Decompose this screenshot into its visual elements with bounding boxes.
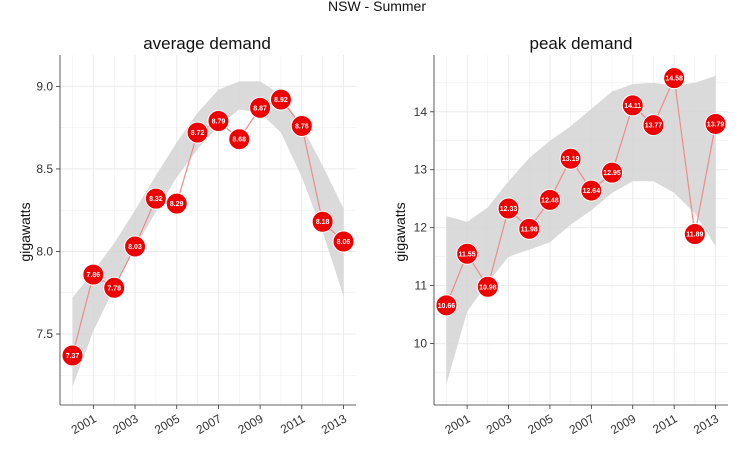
- y-tick-label: 8.5: [36, 162, 53, 176]
- x-tick-label: 2007: [567, 411, 597, 437]
- x-tick-label: 2001: [69, 411, 99, 437]
- data-point: [435, 294, 458, 317]
- data-point: [497, 197, 520, 220]
- data-point: [186, 121, 209, 144]
- data-label: 11.89: [686, 232, 703, 239]
- data-label: 14.58: [665, 76, 683, 83]
- data-label: 12.64: [583, 188, 601, 195]
- data-point: [663, 67, 686, 90]
- x-tick-label: 2003: [110, 411, 140, 437]
- data-label: 13.77: [645, 123, 663, 130]
- data-point: [269, 88, 292, 111]
- y-axis-label: gigawatts: [392, 202, 408, 261]
- data-label: 8.79: [212, 119, 226, 126]
- y-tick-label: 14: [414, 105, 428, 119]
- x-tick-label: 2011: [650, 411, 680, 436]
- data-point: [601, 161, 624, 184]
- x-tick-label: 2011: [278, 411, 308, 436]
- data-label: 11.98: [521, 226, 538, 233]
- y-tick-label: 9.0: [36, 79, 53, 93]
- data-label: 8.32: [149, 196, 163, 203]
- data-label: 8.72: [191, 130, 205, 137]
- data-point: [103, 276, 126, 299]
- data-label: 13.19: [562, 156, 580, 163]
- chart-title: average demand: [143, 34, 271, 53]
- data-label: 7.37: [66, 353, 80, 360]
- data-label: 8.92: [274, 97, 288, 104]
- peak-demand-panel: peak demand gigawatts 10.66 11.55 10.98 12.…: [392, 34, 728, 437]
- chart-title: peak demand: [529, 34, 632, 53]
- data-label: 12.95: [603, 170, 621, 177]
- data-point: [61, 344, 84, 367]
- y-axis-label: gigawatts: [17, 202, 33, 261]
- data-point: [290, 114, 313, 137]
- y-tick-label: 8.0: [36, 244, 53, 258]
- x-tick-label: 2013: [319, 411, 349, 437]
- data-label: 11.55: [459, 251, 476, 258]
- y-tick-label: 11: [415, 279, 428, 293]
- y-tick-label: 12: [414, 221, 428, 235]
- data-label: 8.87: [253, 105, 267, 112]
- data-point: [704, 112, 727, 135]
- x-tick-label: 2009: [608, 411, 638, 437]
- data-label: 7.78: [107, 285, 121, 292]
- data-label: 8.29: [170, 201, 184, 208]
- data-label: 14.11: [624, 103, 641, 110]
- average-demand-panel: average demand gigawatts 7.37 7.86 7.78 8.0…: [17, 34, 356, 437]
- x-tick-label: 2007: [194, 411, 224, 437]
- data-point: [642, 114, 665, 137]
- data-point: [621, 94, 644, 117]
- data-label: 8.18: [316, 219, 330, 226]
- data-point: [207, 110, 230, 133]
- data-point: [559, 147, 582, 170]
- data-label: 12.48: [541, 197, 559, 204]
- data-point: [683, 223, 706, 246]
- data-label: 7.86: [87, 272, 101, 279]
- data-point: [456, 242, 479, 265]
- data-point: [228, 128, 251, 151]
- x-tick-label: 2013: [691, 411, 721, 437]
- data-point: [476, 275, 499, 298]
- data-point: [165, 192, 188, 215]
- data-point: [580, 179, 603, 202]
- data-label: 12.33: [500, 206, 518, 213]
- y-tick-label: 10: [414, 337, 428, 351]
- data-point: [124, 235, 147, 258]
- x-tick-label: 2001: [443, 411, 473, 437]
- data-label: 8.76: [295, 123, 309, 130]
- x-tick-label: 2005: [152, 411, 182, 437]
- data-point: [538, 188, 561, 211]
- data-point: [518, 217, 541, 240]
- data-point: [311, 210, 334, 233]
- data-label: 8.06: [337, 239, 351, 246]
- data-point: [249, 96, 272, 119]
- data-label: 8.68: [232, 137, 246, 144]
- data-label: 13.79: [707, 121, 725, 128]
- data-point: [332, 230, 355, 253]
- data-label: 10.66: [438, 303, 456, 310]
- x-tick-label: 2005: [525, 411, 555, 437]
- x-tick-label: 2009: [235, 411, 265, 437]
- data-point: [82, 263, 105, 286]
- data-label: 8.03: [128, 244, 142, 251]
- figure-title: NSW - Summer: [328, 0, 426, 14]
- y-tick-label: 7.5: [36, 327, 53, 341]
- confidence-band: [446, 75, 716, 385]
- y-tick-label: 13: [414, 163, 428, 177]
- data-label: 10.98: [479, 284, 497, 291]
- x-tick-label: 2003: [484, 411, 514, 437]
- confidence-band: [72, 81, 344, 387]
- data-point: [144, 187, 167, 210]
